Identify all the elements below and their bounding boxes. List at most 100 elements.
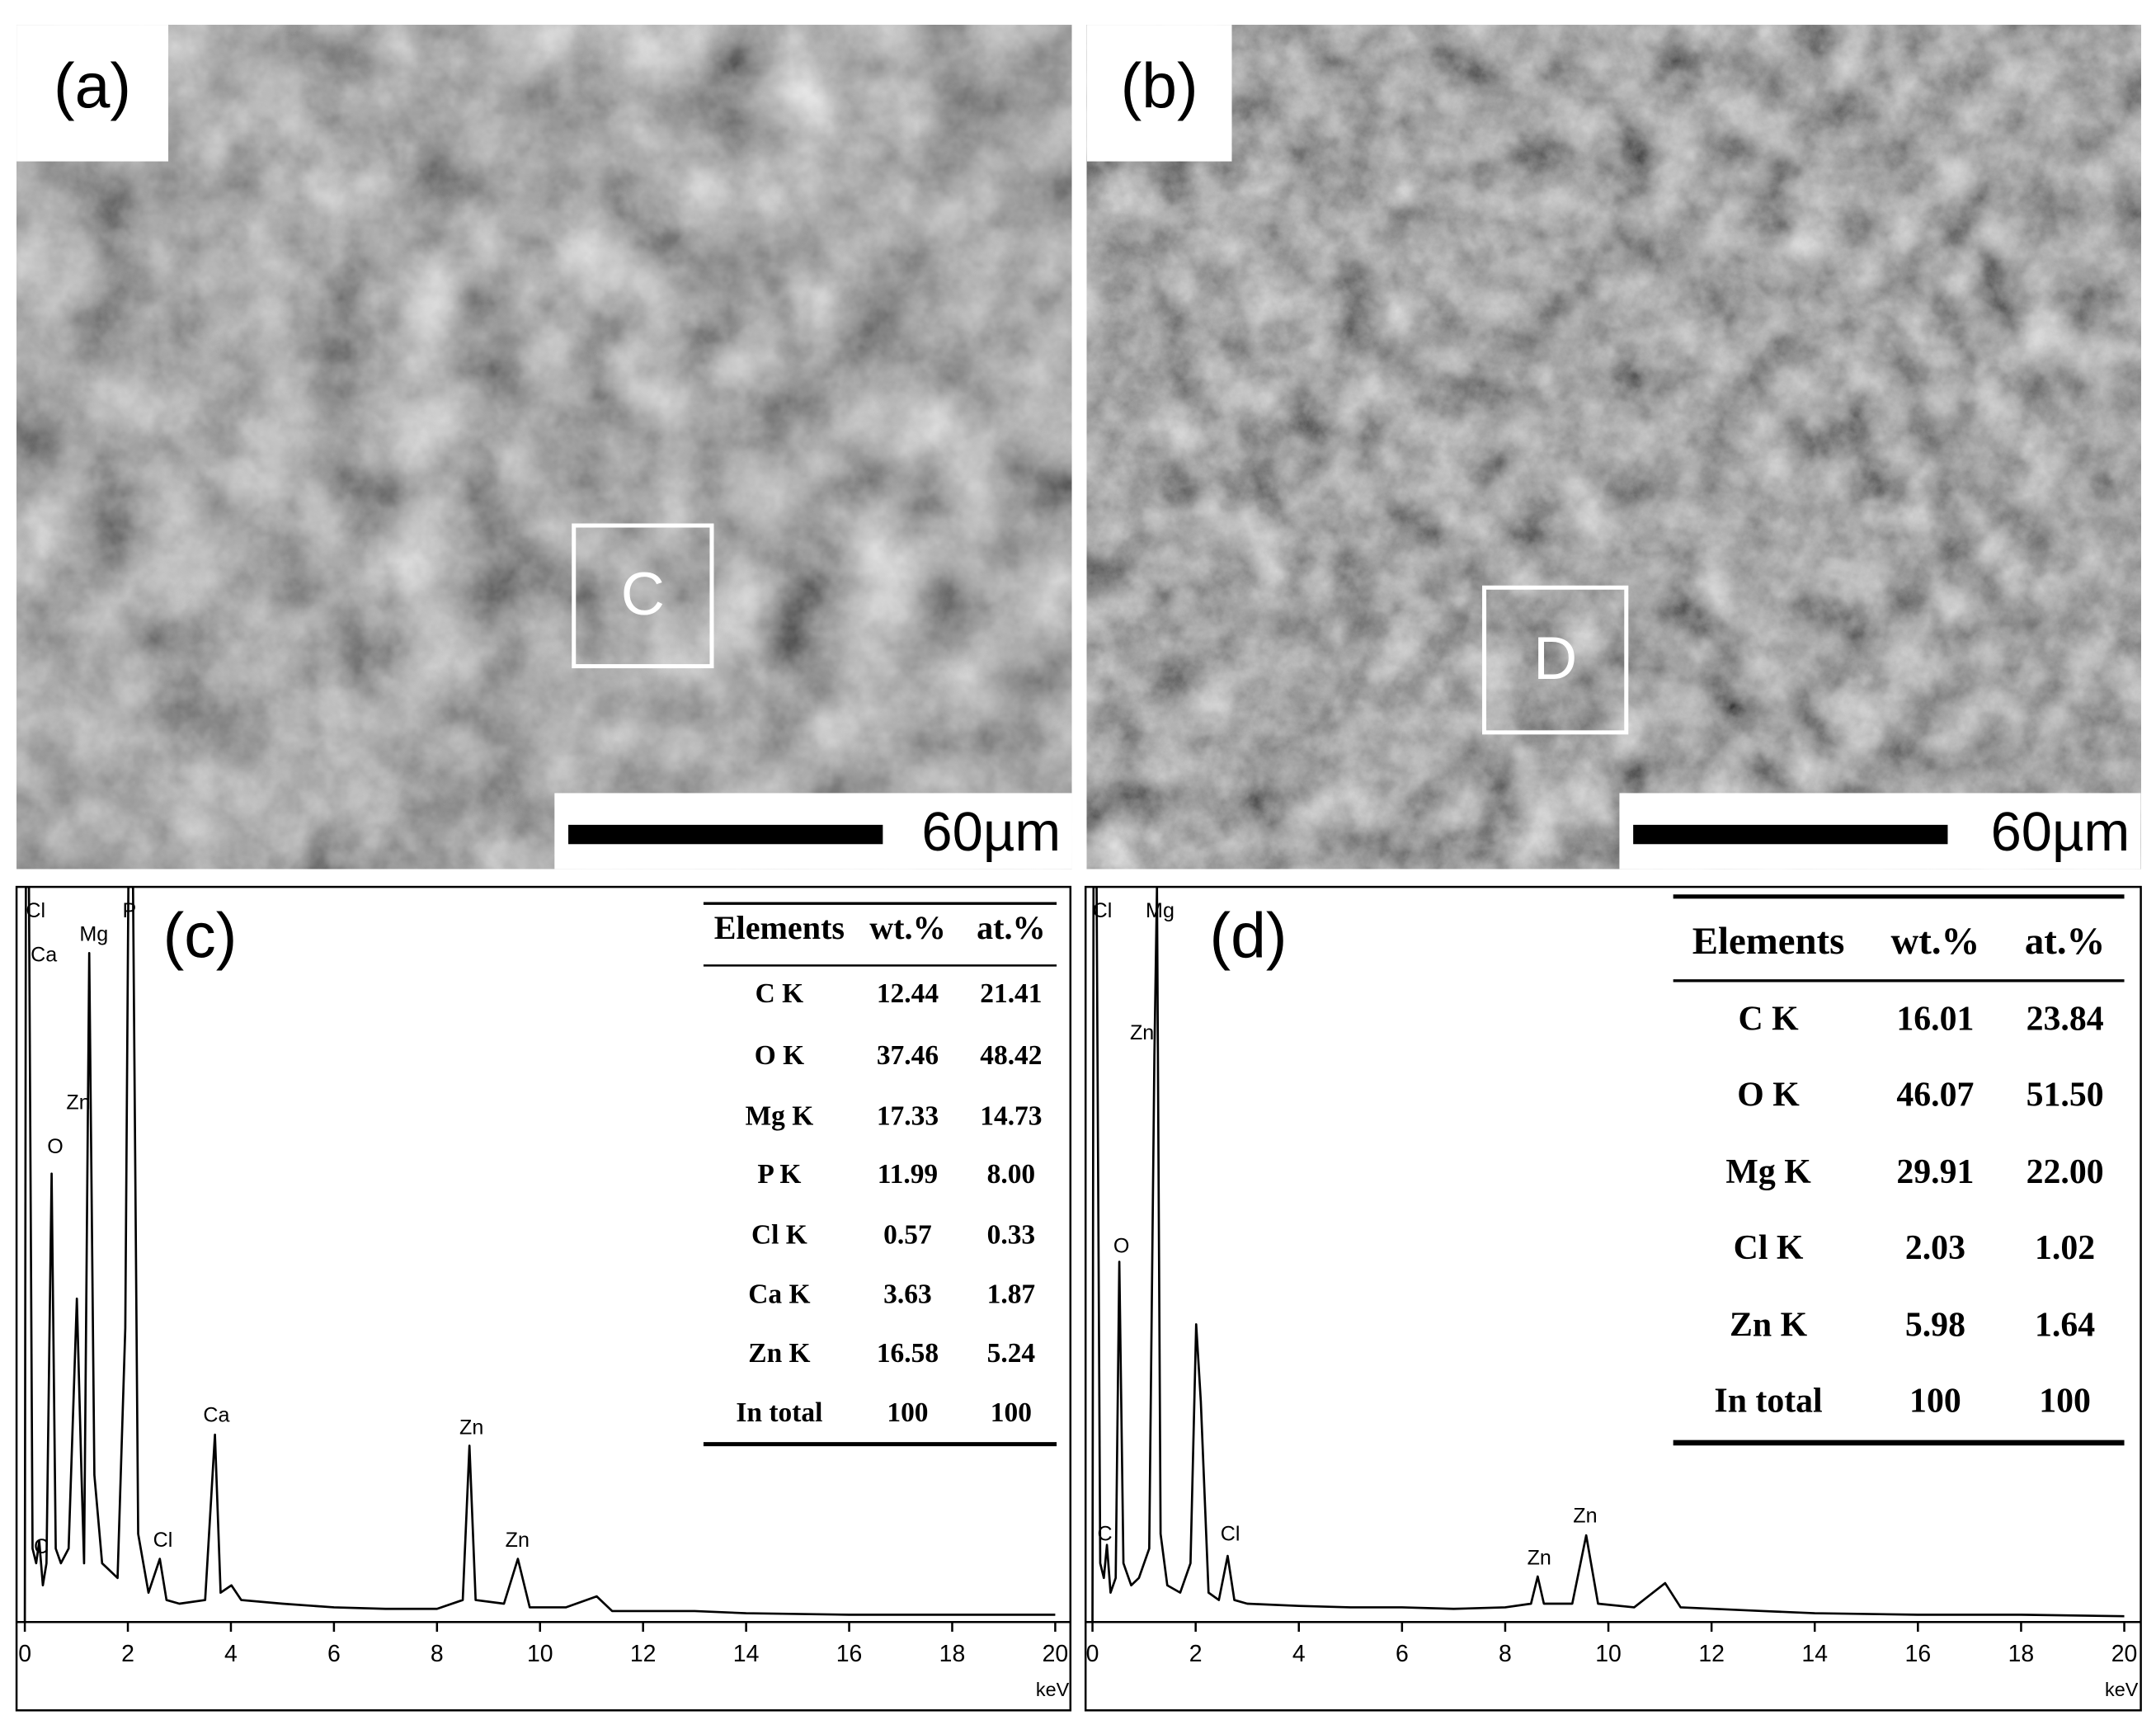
table-cell: 51.50 <box>2027 1077 2104 1114</box>
panel-label: (b) <box>1121 51 1198 122</box>
table-cell: C K <box>1738 1001 1799 1039</box>
peak-label: Zn <box>506 1529 530 1552</box>
x-tick-label: 10 <box>1595 1641 1622 1667</box>
x-tick-label: 14 <box>1801 1641 1828 1667</box>
x-tick-label: 20 <box>1043 1641 1069 1667</box>
x-tick-label: 18 <box>939 1641 966 1667</box>
peak-label: Mg <box>1146 899 1175 922</box>
peak-label: Zn <box>1573 1504 1597 1527</box>
x-axis-label: keV <box>2105 1679 2139 1700</box>
spectrum-area <box>23 887 1056 1623</box>
x-tick-label: 2 <box>1189 1641 1203 1667</box>
sem-image <box>1086 25 2141 869</box>
x-tick-label: 16 <box>1905 1641 1932 1667</box>
table-cell: Cl K <box>1734 1229 1804 1267</box>
table-cell: 100 <box>2039 1383 2091 1421</box>
peak-label: P <box>123 899 137 922</box>
peak-label: C <box>1098 1523 1113 1546</box>
scale-bar <box>1633 824 1948 845</box>
table-cell: 100 <box>991 1397 1032 1428</box>
peak-label: Cl <box>153 1529 173 1552</box>
table-cell: In total <box>736 1397 822 1428</box>
table-cell: 21.41 <box>980 978 1042 1009</box>
table-header: Elements <box>714 909 845 946</box>
table-cell: P K <box>757 1159 801 1190</box>
table-header: wt.% <box>869 909 946 946</box>
x-tick-label: 2 <box>121 1641 134 1667</box>
peak-label: O <box>47 1135 64 1158</box>
x-tick-label: 8 <box>431 1641 444 1667</box>
table-cell: 1.02 <box>2035 1229 2095 1267</box>
table-cell: 48.42 <box>980 1040 1042 1071</box>
peak-label: C <box>34 1535 49 1558</box>
table-cell: 8.00 <box>987 1159 1036 1190</box>
x-tick-label: 0 <box>18 1641 31 1667</box>
table-cell: 17.33 <box>877 1101 939 1132</box>
peak-label: Zn <box>66 1091 90 1114</box>
peak-label: Mg <box>79 923 108 946</box>
panel-label: (c) <box>163 901 238 972</box>
label-background <box>16 25 169 162</box>
table-cell: Cl K <box>751 1219 807 1250</box>
panel-label: (a) <box>54 51 131 122</box>
scale-bar-label: 60µm <box>1991 801 2130 863</box>
peak-label: Cl <box>1221 1523 1240 1546</box>
table-cell: 0.57 <box>883 1219 932 1250</box>
spectrum-line <box>23 887 1056 1623</box>
region-label: D <box>1533 624 1577 692</box>
panel-label: (d) <box>1210 901 1287 972</box>
table-cell: 5.24 <box>987 1338 1036 1369</box>
table-cell: 23.84 <box>2027 1001 2104 1039</box>
table-cell: 12.44 <box>877 978 939 1009</box>
table-cell: 5.98 <box>1905 1307 1965 1345</box>
table-cell: 46.07 <box>1896 1077 1974 1114</box>
scale-bar-label: 60µm <box>921 801 1061 863</box>
spectrum-line <box>1091 887 2125 1623</box>
table-cell: 100 <box>1909 1383 1961 1421</box>
table-cell: C K <box>756 978 804 1009</box>
x-tick-label: 6 <box>1396 1641 1409 1667</box>
table-cell: 29.91 <box>1896 1153 1974 1191</box>
region-label: C <box>621 559 665 628</box>
x-tick-label: 10 <box>527 1641 553 1667</box>
region-box <box>572 523 714 669</box>
table-cell: 100 <box>887 1397 928 1428</box>
table-cell: 14.73 <box>980 1101 1042 1132</box>
x-tick-label: 12 <box>1698 1641 1725 1667</box>
x-tick-label: 0 <box>1086 1641 1099 1667</box>
peak-label: Zn <box>459 1416 483 1440</box>
x-tick-label: 8 <box>1499 1641 1512 1667</box>
table-cell: O K <box>1737 1077 1800 1114</box>
table-cell: 1.87 <box>987 1279 1036 1309</box>
table-header: at.% <box>977 909 1046 946</box>
peak-label: Ca <box>31 944 57 967</box>
table-cell: Ca K <box>748 1279 810 1309</box>
x-tick-label: 14 <box>733 1641 760 1667</box>
x-tick-label: 12 <box>630 1641 657 1667</box>
table-cell: 37.46 <box>877 1040 939 1071</box>
x-tick-label: 4 <box>1292 1641 1306 1667</box>
x-tick-label: 6 <box>327 1641 341 1667</box>
chart-frame <box>15 885 1072 1712</box>
peak-label: Ca <box>203 1403 229 1426</box>
table-cell: Zn K <box>1730 1307 1808 1345</box>
x-tick-label: 20 <box>2111 1641 2138 1667</box>
peak-label: Zn <box>1130 1021 1154 1044</box>
table-cell: 16.58 <box>877 1338 939 1369</box>
table-cell: 11.99 <box>878 1159 938 1190</box>
table-cell: Mg K <box>746 1101 814 1132</box>
x-tick-label: 18 <box>2008 1641 2035 1667</box>
table-cell: 0.33 <box>987 1219 1036 1250</box>
peak-label: Cl <box>1093 899 1113 922</box>
table-cell: Zn K <box>748 1338 810 1369</box>
chart-frame <box>1084 885 2142 1712</box>
table-cell: 16.01 <box>1896 1001 1974 1039</box>
x-tick-label: 16 <box>836 1641 863 1667</box>
x-axis-label: keV <box>1036 1679 1070 1700</box>
table-header: wt.% <box>1890 920 1979 963</box>
sem-image <box>16 25 1072 869</box>
label-background <box>1086 25 1232 162</box>
spectrum-area <box>1091 887 2125 1623</box>
x-tick-label: 4 <box>224 1641 238 1667</box>
peak-label: O <box>1113 1234 1130 1257</box>
